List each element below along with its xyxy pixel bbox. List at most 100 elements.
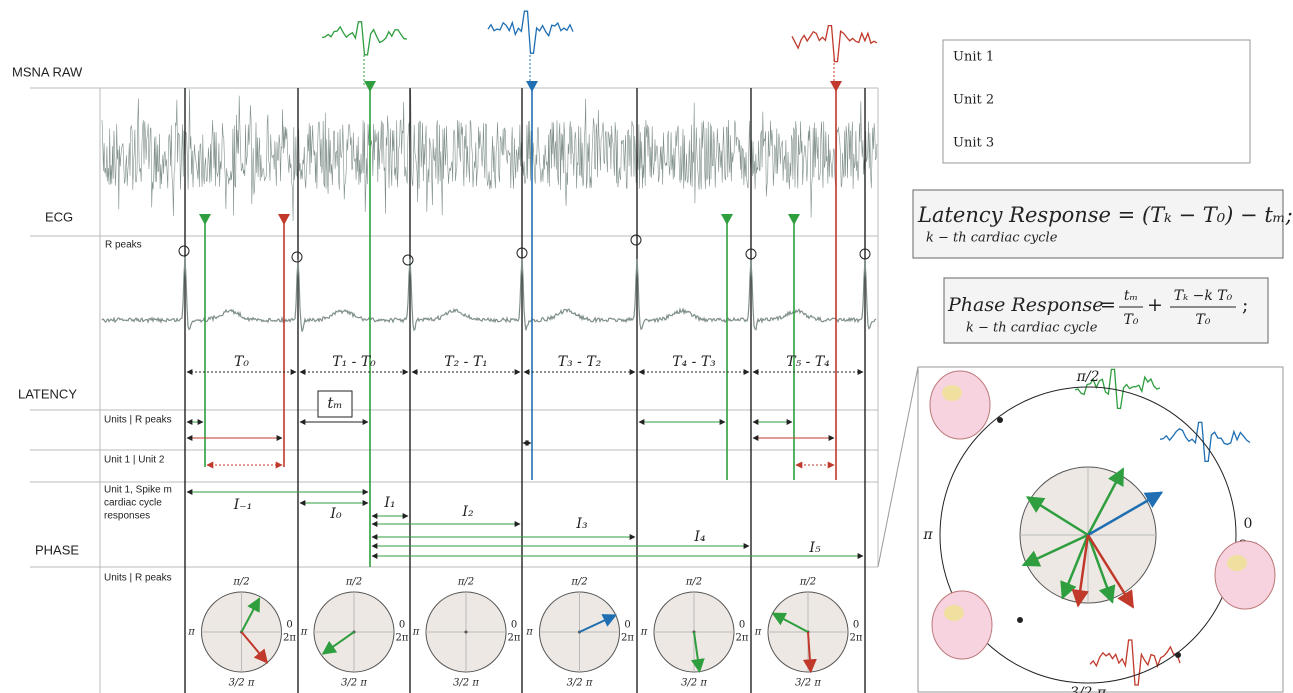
cycle-label: I₃ — [575, 516, 588, 532]
heart-chamber — [1227, 555, 1247, 571]
phase-label: π/2 — [457, 577, 474, 588]
interval-label: T₀ — [234, 354, 249, 370]
phase-label: 2π — [621, 633, 634, 644]
legend-label: Unit 3 — [953, 136, 994, 151]
cycle-label: I₋₁ — [233, 497, 253, 513]
event-marker — [526, 81, 538, 92]
ring-arrow — [1175, 652, 1181, 658]
formula-rhs: = (Tₖ − T₀) − tₘ; — [1111, 203, 1293, 227]
spike-waveform — [1090, 640, 1180, 685]
phase-origin — [465, 631, 468, 634]
row-label: Units | R peaks — [104, 415, 172, 426]
fraction-den: T₀ — [1196, 312, 1211, 328]
formula-note: k − th cardiac cycle — [926, 231, 1058, 246]
phase-label: 0 — [399, 620, 405, 631]
phase-label: π/2 — [232, 577, 249, 588]
phase-label: 3/2 π — [795, 678, 821, 689]
cycle-label: I₅ — [808, 540, 821, 556]
figure: T₀ T₁ - T₀ T₂ - T₁ T₃ - T₂ T₄ - T₃ T₅ - T₄ tₘ I… — [0, 0, 1293, 693]
phase-label: 2π — [736, 633, 749, 644]
heart-icon — [932, 591, 992, 659]
spike-waveform — [1160, 422, 1250, 461]
phase-label: 0 — [511, 620, 517, 631]
phase-formula-lhs: Phase Response — [947, 294, 1104, 316]
cycle-label: I₂ — [461, 504, 474, 520]
cycle-label: I₄ — [693, 529, 706, 545]
legend-label: Unit 2 — [953, 93, 994, 108]
event-marker — [788, 214, 800, 225]
cycle-label: I₀ — [329, 506, 342, 522]
msna-trace — [102, 89, 877, 221]
row-label: Units | R peaks — [104, 573, 172, 584]
phase-label: 3/2 π — [1070, 685, 1107, 693]
zoom-connector — [878, 367, 918, 567]
phase-formula-plus: + — [1147, 294, 1163, 316]
phase-label: π — [300, 627, 308, 638]
phase-formula-end: ; — [1242, 294, 1248, 316]
heart-chamber — [944, 605, 964, 621]
fraction-num: Tₖ −k T₀ — [1174, 288, 1233, 304]
phase-label: 0 — [624, 620, 630, 631]
row-label: cardiac cycle — [104, 498, 162, 509]
phase-label: π — [754, 627, 762, 638]
row-label: ECG — [45, 209, 73, 224]
formula-lhs: Latency Response — [917, 203, 1111, 227]
phase-label: 0 — [1244, 516, 1253, 532]
phase-label: π — [640, 627, 648, 638]
phase-label: π — [412, 627, 420, 638]
row-label: Unit 1 | Unit 2 — [104, 455, 165, 466]
phase-label: π/2 — [570, 577, 587, 588]
latency-formula: Latency Response = (Tₖ − T₀) − tₘ; — [917, 203, 1293, 227]
phase-label: π/2 — [685, 577, 702, 588]
phase-label: π — [187, 627, 195, 638]
phase-label: π/2 — [345, 577, 362, 588]
phase-label: 2π — [283, 633, 296, 644]
row-label: R peaks — [105, 240, 142, 251]
r-peak-marker — [403, 255, 413, 265]
phase-label: π — [525, 627, 533, 638]
row-label: MSNA RAW — [12, 64, 83, 79]
fraction-num: tₘ — [1124, 288, 1138, 304]
row-label: PHASE — [35, 542, 79, 557]
phase-label: 0 — [853, 620, 859, 631]
heart-icon — [930, 371, 990, 439]
spike-waveform — [488, 11, 573, 53]
phase-label: 3/2 π — [341, 678, 367, 689]
phase-label: 2π — [508, 633, 521, 644]
legend-label: Unit 1 — [953, 50, 994, 65]
interval-label: T₃ - T₂ — [558, 354, 602, 370]
phase-label: π/2 — [1076, 369, 1100, 385]
phase-label: 0 — [739, 620, 745, 631]
phase-label: 3/2 π — [453, 678, 479, 689]
phase-label: 3/2 π — [229, 678, 255, 689]
phase-label: 3/2 π — [567, 678, 593, 689]
event-marker — [721, 214, 733, 225]
event-marker — [364, 81, 376, 92]
interval-label: T₂ - T₁ — [444, 354, 488, 370]
heart-chamber — [942, 385, 962, 401]
cycle-label: I₁ — [383, 495, 395, 511]
phase-formula-eq: = — [1100, 294, 1116, 316]
formula-note: k − th cardiac cycle — [966, 321, 1098, 336]
phase-label: 0 — [286, 620, 292, 631]
spike-time: tₘ — [327, 394, 342, 412]
r-peak-marker — [179, 246, 189, 256]
phase-label: π/2 — [799, 577, 816, 588]
interval-label: T₄ - T₃ — [672, 354, 716, 370]
interval-label: T₁ - T₀ — [332, 354, 376, 370]
event-marker — [199, 214, 211, 225]
event-marker — [830, 81, 842, 92]
phase-label: 2π — [396, 633, 409, 644]
fraction-den: T₀ — [1124, 312, 1139, 328]
event-marker — [278, 214, 290, 225]
row-label: LATENCY — [18, 386, 77, 401]
ring-arrow — [997, 417, 1003, 423]
phase-label: 2π — [850, 633, 863, 644]
phase-label: 3/2 π — [681, 678, 707, 689]
ring-arrow — [1017, 617, 1023, 623]
spike-waveform — [322, 22, 407, 55]
row-label: responses — [104, 511, 150, 522]
interval-label: T₅ - T₄ — [786, 354, 830, 370]
ecg-trace — [102, 257, 876, 332]
row-label: Unit 1, Spike m — [104, 485, 172, 496]
